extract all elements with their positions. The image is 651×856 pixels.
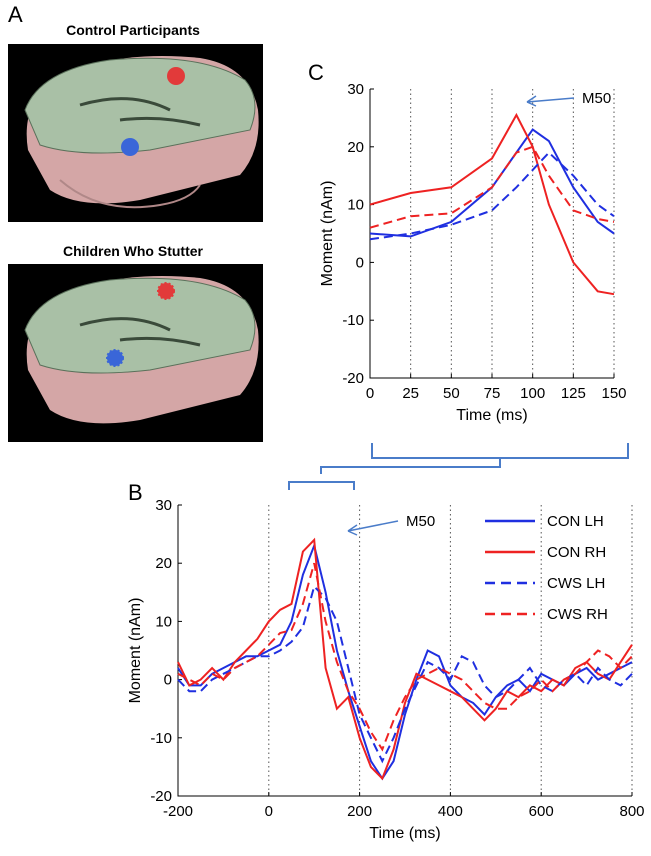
panel-label: A (8, 2, 23, 27)
bracket (288, 481, 355, 490)
x-tick-label: 150 (601, 385, 626, 402)
annotation-arrow (526, 97, 575, 103)
y-axis-label: Moment (nAm) (127, 598, 144, 704)
y-tick-label: 30 (155, 497, 172, 514)
y-tick-label: 0 (356, 254, 364, 271)
x-tick-label: -200 (163, 803, 193, 820)
y-tick-label: -20 (150, 788, 172, 805)
x-tick-label: 800 (619, 803, 644, 820)
axis (369, 89, 614, 379)
panel-label: C (308, 60, 324, 85)
legend-label: CON LH (547, 513, 604, 530)
y-axis-label: Moment (nAm) (319, 181, 336, 287)
y-tick-label: 10 (155, 613, 172, 630)
x-tick-label: 200 (347, 803, 372, 820)
x-axis-label: Time (ms) (369, 825, 440, 842)
series-line (369, 112, 615, 296)
series-line (369, 151, 615, 241)
x-tick-label: 25 (402, 385, 419, 402)
x-tick-label: 100 (520, 385, 545, 402)
annotation: M50 (582, 90, 611, 107)
series-line (177, 537, 633, 781)
y-tick-label: -10 (150, 730, 172, 747)
bracket (320, 443, 629, 474)
legend-label: CWS RH (547, 606, 608, 623)
x-tick-label: 125 (561, 385, 586, 402)
axis (177, 505, 632, 797)
x-tick-label: 75 (484, 385, 501, 402)
series-line (369, 145, 615, 229)
annotation-arrowhead (347, 524, 358, 536)
y-tick-label: 20 (155, 555, 172, 572)
panel-title: Control Participants (66, 22, 200, 38)
legend-label: CWS LH (547, 575, 605, 592)
x-tick-label: 0 (366, 385, 374, 402)
brain-image (8, 264, 263, 442)
annotation: M50 (406, 513, 435, 530)
y-tick-label: -20 (342, 370, 364, 387)
panel-label: B (128, 480, 143, 505)
x-tick-label: 600 (529, 803, 554, 820)
y-tick-label: 10 (347, 197, 364, 214)
x-axis-label: Time (ms) (456, 407, 527, 424)
x-tick-label: 0 (265, 803, 273, 820)
y-tick-label: 20 (347, 139, 364, 156)
series-line (177, 562, 633, 752)
brain-image (8, 44, 263, 222)
annotation-arrow (347, 520, 399, 532)
y-tick-label: 30 (347, 81, 364, 98)
legend-label: CON RH (547, 544, 606, 561)
annotation-arrowhead (526, 95, 537, 107)
x-tick-label: 400 (438, 803, 463, 820)
panel-title: Children Who Stutter (63, 243, 204, 259)
x-tick-label: 50 (443, 385, 460, 402)
y-tick-label: -10 (342, 312, 364, 329)
y-tick-label: 0 (164, 672, 172, 689)
